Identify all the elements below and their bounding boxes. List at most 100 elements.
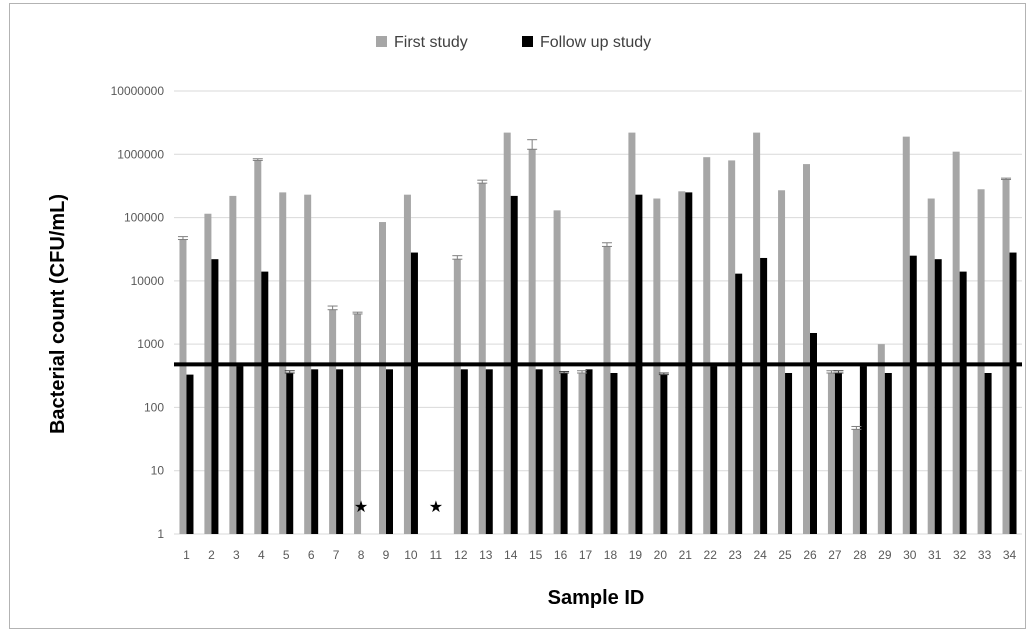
star-annotation: ★: [429, 497, 443, 516]
bar-first-study: [354, 313, 362, 534]
x-tick-label: 24: [753, 548, 767, 562]
bar-first-study: [703, 157, 711, 534]
y-tick-label: 1000: [137, 337, 164, 351]
bar-first-study: [453, 259, 461, 534]
gridlines: [174, 90, 1022, 535]
y-tick-label: 1000000: [117, 147, 164, 161]
x-tick-label: 32: [953, 548, 967, 562]
bar-first-study: [1002, 179, 1010, 534]
bar-first-study: [877, 344, 885, 534]
bar-follow-up-study: [211, 259, 219, 534]
bar-first-study: [503, 132, 511, 535]
bar-follow-up-study: [660, 374, 668, 534]
bar-first-study: [827, 372, 835, 534]
x-tick-label: 18: [604, 548, 618, 562]
bar-follow-up-study: [311, 369, 319, 534]
y-tick-label: 10000: [131, 274, 165, 288]
bar-first-study: [379, 222, 386, 534]
x-tick-label: 29: [878, 548, 892, 562]
x-tick-label: 17: [579, 548, 593, 562]
x-tick-label: 2: [208, 548, 215, 562]
legend: First study Follow up study: [376, 34, 651, 51]
y-tick-label: 10000000: [111, 84, 165, 98]
bar-follow-up-study: [410, 252, 418, 535]
bar-first-study: [578, 372, 586, 534]
bar-first-study: [478, 183, 486, 534]
bar-follow-up-study: [535, 369, 543, 534]
bar-follow-up-study: [909, 255, 917, 534]
bar-follow-up-study: [859, 366, 867, 534]
x-tick-label: 6: [308, 548, 315, 562]
x-tick-label: 11: [430, 548, 443, 562]
x-tick-label: 12: [454, 548, 468, 562]
y-axis-ticks: 1 10 100 1000 10000 100000 1000000 10000000: [111, 84, 165, 541]
bar-first-study: [628, 132, 636, 535]
y-tick-label: 100: [144, 400, 164, 414]
bar-follow-up-study: [610, 372, 618, 534]
x-tick-label: 10: [404, 548, 418, 562]
bar-follow-up-study: [261, 271, 269, 534]
bar-follow-up-study: [760, 257, 768, 534]
x-tick-label: 30: [903, 548, 917, 562]
y-tick-label: 100000: [124, 211, 164, 225]
bar-follow-up-study: [959, 271, 967, 534]
legend-label-first-study: First study: [394, 34, 468, 51]
bar-follow-up-study: [735, 273, 743, 534]
bar-first-study: [179, 239, 187, 534]
x-tick-label: 22: [704, 548, 718, 562]
bar-follow-up-study: [186, 374, 194, 534]
x-tick-label: 3: [233, 548, 240, 562]
bar-follow-up-study: [984, 372, 992, 534]
bar-follow-up-study: [1009, 252, 1017, 535]
bar-follow-up-study: [336, 369, 344, 534]
star-annotation: ★: [354, 497, 368, 516]
bar-first-study: [528, 149, 536, 535]
bar-follow-up-study: [286, 372, 294, 534]
x-tick-label: 9: [383, 548, 390, 562]
bar-follow-up-study: [560, 372, 568, 534]
bar-first-study: [204, 213, 212, 535]
x-tick-label: 26: [803, 548, 817, 562]
legend-swatch-follow-up-study: [522, 36, 533, 47]
bar-first-study: [902, 136, 910, 534]
bar-follow-up-study: [460, 369, 468, 534]
x-tick-label: 21: [679, 548, 693, 562]
x-tick-label: 27: [828, 548, 842, 562]
bar-first-study: [254, 160, 262, 534]
legend-swatch-first-study: [376, 36, 387, 47]
annotations: ★ ★: [354, 497, 443, 516]
bar-follow-up-study: [810, 332, 817, 534]
x-axis-title: Sample ID: [548, 587, 645, 609]
x-tick-label: 34: [1003, 548, 1017, 562]
bar-follow-up-study: [386, 369, 393, 534]
bar-first-study: [728, 160, 736, 534]
y-axis-title: Bacterial count (CFU/mL): [47, 194, 69, 434]
bar-first-study: [952, 151, 960, 535]
x-tick-label: 7: [333, 548, 340, 562]
bars: [179, 132, 1017, 535]
legend-label-follow-up-study: Follow up study: [540, 34, 651, 51]
bar-first-study: [603, 246, 611, 534]
bar-follow-up-study: [485, 369, 493, 534]
bar-follow-up-study: [785, 372, 793, 534]
x-tick-label: 20: [654, 548, 668, 562]
bar-follow-up-study: [585, 369, 593, 534]
x-tick-label: 16: [554, 548, 568, 562]
bar-follow-up-study: [236, 366, 244, 534]
x-tick-label: 4: [258, 548, 265, 562]
bar-first-study: [803, 164, 810, 534]
x-tick-label: 8: [358, 548, 365, 562]
error-bars: [177, 139, 1012, 430]
bar-follow-up-study: [884, 372, 892, 534]
x-tick-label: 31: [928, 548, 942, 562]
bar-follow-up-study: [710, 366, 718, 534]
bar-first-study: [553, 210, 561, 534]
bar-first-study: [977, 189, 985, 535]
bar-follow-up-study: [934, 259, 942, 534]
bar-follow-up-study: [834, 372, 842, 534]
x-tick-label: 19: [629, 548, 643, 562]
x-tick-label: 15: [529, 548, 543, 562]
x-tick-label: 13: [479, 548, 493, 562]
bar-first-study: [852, 429, 860, 534]
